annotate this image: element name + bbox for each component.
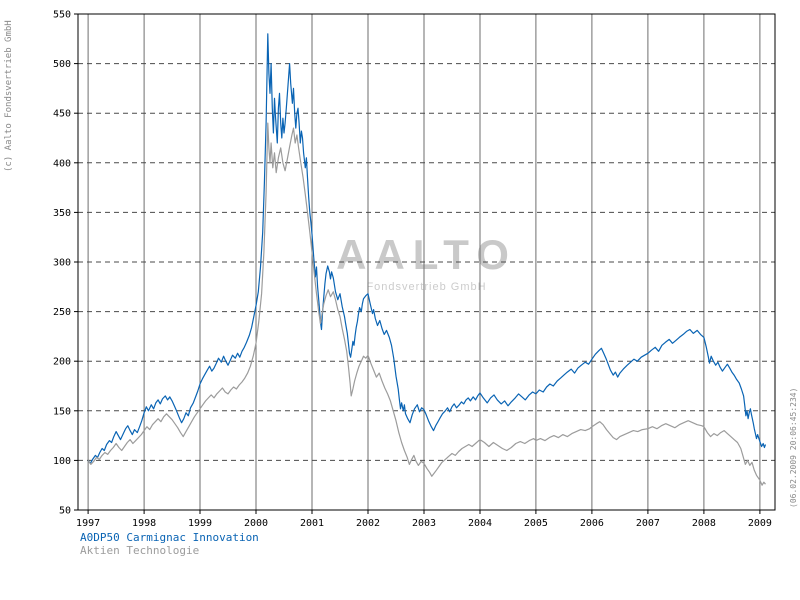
y-tick-label: 50: [59, 506, 71, 517]
chart-legend: A0DP50 Carmignac Innovation Aktien Techn…: [80, 531, 259, 557]
y-tick-label: 300: [53, 258, 71, 269]
x-tick-label: 1999: [188, 518, 212, 529]
x-tick-label: 2000: [244, 518, 268, 529]
plot-border: [77, 13, 776, 511]
y-tick-label: 100: [53, 456, 71, 467]
timestamp-caption: (06.02.2009 20:06:45:234): [789, 387, 798, 508]
y-tick-label: 350: [53, 208, 71, 219]
x-tick-label: 2009: [748, 518, 772, 529]
y-tick-label: 400: [53, 158, 71, 169]
y-tick-label: 550: [53, 10, 71, 21]
series-line-1: [87, 122, 766, 486]
x-tick-label: 2006: [580, 518, 604, 529]
legend-benchmark-label: Aktien Technologie: [80, 544, 200, 557]
copyright-caption: (c) Aalto Fondsvertrieb GmbH: [4, 20, 14, 172]
x-tick-label: 2004: [468, 518, 492, 529]
x-tick-label: 2005: [524, 518, 548, 529]
x-tick-label: 2003: [412, 518, 436, 529]
y-tick-label: 200: [53, 357, 71, 368]
legend-fund-label: A0DP50 Carmignac Innovation: [80, 531, 259, 544]
series-line-0: [87, 33, 767, 464]
y-tick-label: 250: [53, 307, 71, 318]
y-tick-label: 450: [53, 109, 71, 120]
y-tick-label: 500: [53, 59, 71, 70]
x-tick-label: 1997: [76, 518, 100, 529]
x-tick-label: 1998: [132, 518, 156, 529]
x-tick-label: 2001: [300, 518, 324, 529]
x-tick-label: 2008: [692, 518, 716, 529]
x-tick-label: 2007: [636, 518, 660, 529]
y-tick-label: 150: [53, 406, 71, 417]
x-tick-label: 2002: [356, 518, 380, 529]
